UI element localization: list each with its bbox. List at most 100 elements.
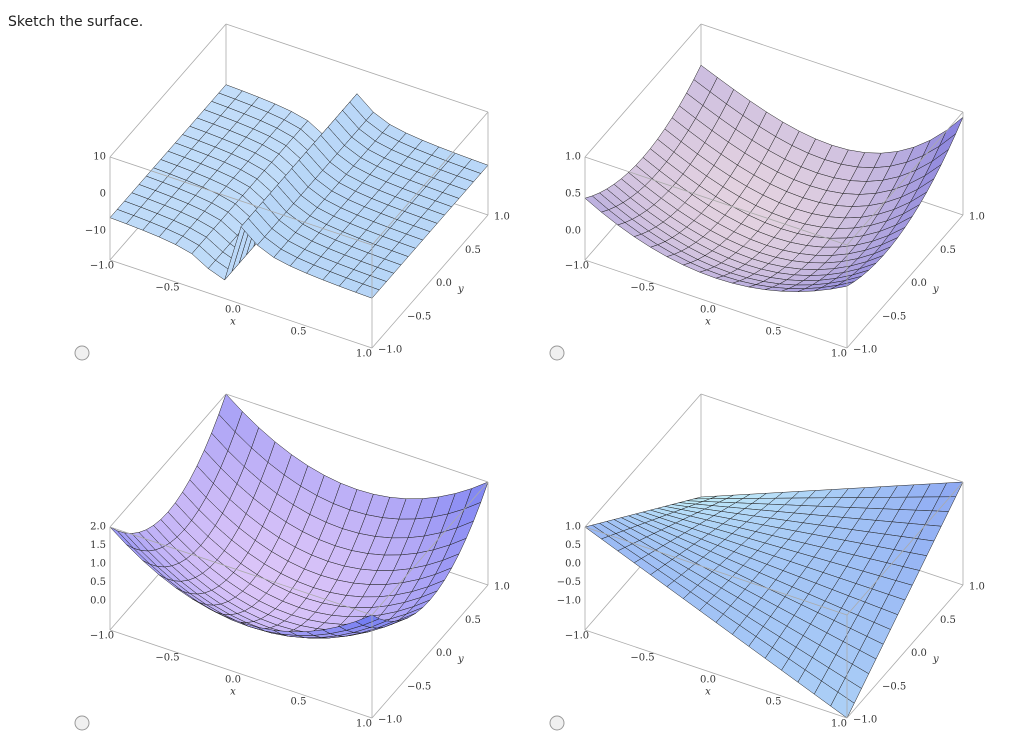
x-axis-label: x [230, 687, 236, 698]
x-tick-label: −0.5 [155, 653, 179, 664]
box-edge [846, 111, 964, 246]
plot: 1.0 0.5 0.0 −0.5 −1.0 −1.0 −0.5 0.0 0.5 1.0 x 1.0 0.… [549, 393, 985, 731]
x-tick-label: −0.5 [630, 283, 654, 294]
y-tick-label: −0.5 [407, 681, 431, 692]
z-tick-label: 0.5 [565, 189, 581, 200]
z-tick-label: −0.5 [557, 577, 581, 588]
y-tick-label: 0.0 [436, 648, 452, 659]
x-tick-label: 0.5 [291, 697, 307, 708]
x-axis-label: x [705, 317, 711, 328]
box-edge [584, 23, 702, 158]
box-edge [109, 393, 227, 528]
box-edge [371, 111, 489, 246]
box-edge [371, 214, 489, 349]
z-tick-label: 1.0 [565, 522, 581, 533]
box-edge [700, 23, 964, 113]
z-tick-label: −10 [85, 226, 106, 237]
y-tick-label: −1.0 [378, 345, 402, 356]
x-tick-label: −0.5 [155, 283, 179, 294]
box-edge [584, 259, 848, 349]
y-tick-label: −1.0 [853, 715, 877, 726]
radio-button[interactable] [549, 715, 565, 731]
surface-patch [830, 691, 855, 719]
z-tick-label: 0.0 [565, 559, 581, 570]
x-tick-label: 1.0 [356, 349, 372, 360]
y-tick-label: 1.0 [969, 582, 985, 593]
y-tick-label: −0.5 [882, 681, 906, 692]
y-tick-label: 0.0 [911, 278, 927, 289]
x-tick-label: 1.0 [831, 349, 847, 360]
x-tick-label: −0.5 [630, 653, 654, 664]
x-tick-label: −1.0 [90, 631, 114, 642]
x-tick-label: 1.0 [356, 719, 372, 730]
x-tick-label: 0.0 [225, 675, 241, 686]
box-edge [109, 629, 373, 719]
y-tick-label: 0.5 [465, 245, 481, 256]
z-tick-label: 1.5 [90, 540, 106, 551]
box-edge [109, 156, 373, 246]
x-tick-label: −1.0 [565, 261, 589, 272]
radio-button[interactable] [74, 345, 90, 361]
z-tick-label: 1.0 [565, 152, 581, 163]
box-edge [584, 393, 702, 528]
radio-button[interactable] [74, 715, 90, 731]
z-tick-label: 10 [93, 152, 106, 163]
box-edge [225, 23, 489, 113]
z-tick-label: 0.0 [90, 596, 106, 607]
y-tick-label: −1.0 [853, 345, 877, 356]
y-tick-label: −1.0 [378, 715, 402, 726]
y-tick-label: 1.0 [969, 212, 985, 223]
y-tick-label: 1.0 [494, 582, 510, 593]
y-tick-label: 0.0 [911, 648, 927, 659]
x-axis-label: x [230, 317, 236, 328]
box-edge [846, 481, 964, 616]
x-tick-label: 0.0 [700, 305, 716, 316]
box-edge [225, 393, 489, 483]
y-tick-label: −0.5 [407, 311, 431, 322]
x-tick-label: 1.0 [831, 719, 847, 730]
radio-button[interactable] [549, 345, 565, 361]
prompt: Sketch the surface. [8, 14, 144, 30]
z-tick-label: 2.0 [90, 522, 106, 533]
x-tick-label: −1.0 [90, 261, 114, 272]
box-edge [371, 481, 489, 616]
surface-patch [355, 614, 380, 626]
x-axis-label: x [705, 687, 711, 698]
z-tick-label: 0.0 [565, 226, 581, 237]
z-tick-label: −1.0 [557, 596, 581, 607]
z-tick-label: 0 [100, 189, 106, 200]
y-tick-label: 0.5 [940, 245, 956, 256]
y-axis-label: y [932, 654, 939, 665]
box-edge [109, 259, 373, 349]
plot: 1.0 0.5 0.0 −1.0 −0.5 0.0 0.5 1.0 x 1.0 0.5 0.0 −0.5… [549, 23, 985, 361]
y-tick-label: −0.5 [882, 311, 906, 322]
box-edge [584, 156, 848, 246]
surface-patch [355, 283, 380, 299]
x-tick-label: 0.5 [766, 327, 782, 338]
box-edge [109, 526, 373, 616]
y-tick-label: 0.5 [940, 615, 956, 626]
box-edge [371, 584, 489, 719]
x-tick-label: 0.5 [766, 697, 782, 708]
z-tick-label: 0.5 [565, 540, 581, 551]
y-axis-label: y [457, 284, 464, 295]
box-edge [846, 584, 964, 719]
y-tick-label: 0.0 [436, 278, 452, 289]
y-tick-label: 0.5 [465, 615, 481, 626]
box-edge [846, 214, 964, 349]
box-edge [700, 393, 964, 483]
x-tick-label: −1.0 [565, 631, 589, 642]
y-axis-label: y [932, 284, 939, 295]
surface-patch [830, 281, 855, 290]
box-edge [109, 23, 227, 158]
x-tick-label: 0.0 [225, 305, 241, 316]
y-axis-label: y [457, 654, 464, 665]
x-tick-label: 0.5 [291, 327, 307, 338]
y-tick-label: 1.0 [494, 212, 510, 223]
z-tick-label: 0.5 [90, 577, 106, 588]
plot: 2.0 1.5 1.0 0.5 0.0 −1.0 −0.5 0.0 0.5 1.0 x 1.0 0.5 0… [74, 393, 510, 731]
z-tick-label: 1.0 [90, 559, 106, 570]
x-tick-label: 0.0 [700, 675, 716, 686]
